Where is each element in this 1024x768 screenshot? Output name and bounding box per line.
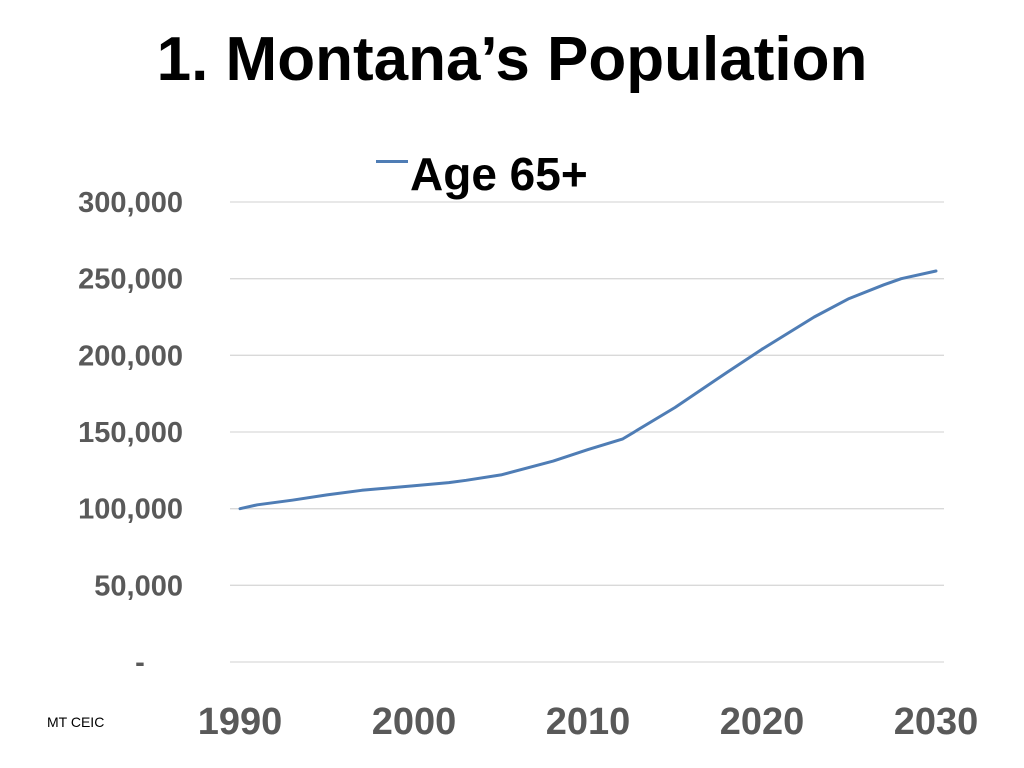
x-tick-label: 2030 — [894, 701, 979, 743]
gridlines — [230, 201, 944, 663]
series-line-age-65-plus — [238, 269, 938, 511]
y-tick-label: 150,000 — [78, 417, 183, 449]
chart-title: 1. Montana’s Population — [156, 25, 868, 94]
x-tick-label: 1990 — [198, 701, 283, 743]
y-axis-ticks: - 50,000 100,000 150,000 200,000 250,000 300,0… — [78, 187, 183, 679]
y-tick-label: 200,000 — [78, 340, 183, 372]
x-tick-label: 2020 — [720, 701, 805, 743]
y-tick-label: - — [135, 647, 145, 679]
legend-label: Age 65+ — [410, 148, 588, 200]
legend-swatch — [376, 159, 408, 163]
y-tick-label: 300,000 — [78, 187, 183, 219]
series-layer — [238, 269, 938, 511]
x-tick-label: 2010 — [546, 701, 631, 743]
x-axis-ticks: 1990 2000 2010 2020 2030 — [198, 701, 979, 743]
x-tick-label: 2000 — [372, 701, 457, 743]
y-tick-label: 250,000 — [78, 264, 183, 296]
y-tick-label: 100,000 — [78, 494, 183, 526]
source-label: MT CEIC — [47, 714, 105, 730]
legend: Age 65+ — [376, 146, 588, 202]
y-tick-label: 50,000 — [94, 570, 183, 602]
